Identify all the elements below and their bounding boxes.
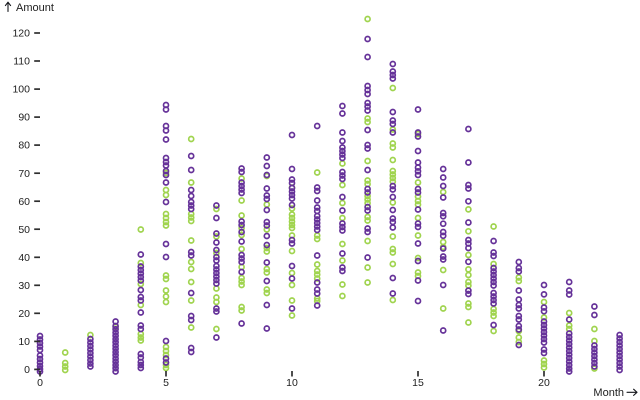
svg-text:90: 90 xyxy=(18,112,30,124)
svg-text:Month: Month xyxy=(593,387,624,399)
svg-text:40: 40 xyxy=(18,252,30,264)
svg-text:Amount: Amount xyxy=(16,2,54,14)
svg-text:10: 10 xyxy=(18,336,30,348)
svg-text:20: 20 xyxy=(538,377,550,389)
svg-text:80: 80 xyxy=(18,140,30,152)
svg-text:70: 70 xyxy=(18,168,30,180)
svg-text:120: 120 xyxy=(12,28,30,40)
svg-text:60: 60 xyxy=(18,196,30,208)
svg-text:0: 0 xyxy=(37,377,43,389)
svg-text:50: 50 xyxy=(18,224,30,236)
svg-text:0: 0 xyxy=(24,364,30,376)
svg-text:30: 30 xyxy=(18,280,30,292)
svg-text:110: 110 xyxy=(13,56,30,68)
svg-text:20: 20 xyxy=(18,308,30,320)
svg-text:10: 10 xyxy=(286,377,298,389)
svg-text:5: 5 xyxy=(163,377,169,389)
svg-text:15: 15 xyxy=(412,377,424,389)
svg-text:100: 100 xyxy=(12,84,30,96)
